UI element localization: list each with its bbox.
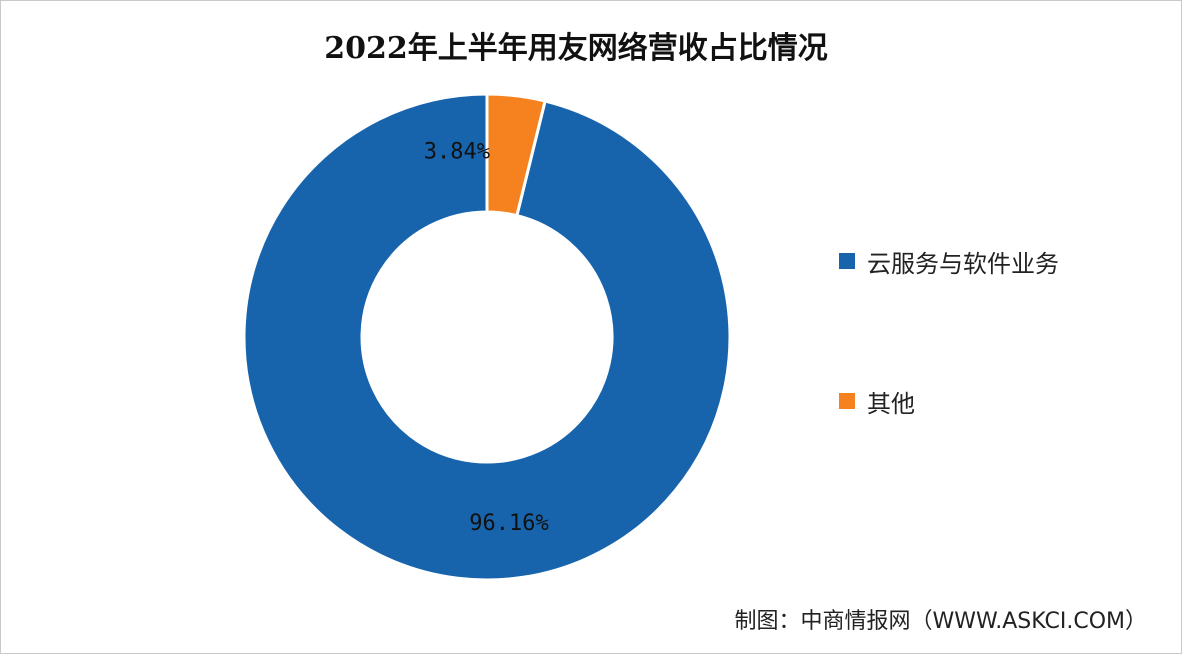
- legend-item-cloud: 云服务与软件业务: [839, 241, 1059, 281]
- slice-other: [485, 92, 547, 218]
- legend-item-other: 其他: [839, 381, 1059, 421]
- legend: 云服务与软件业务 其他: [839, 241, 1059, 421]
- legend-label-other: 其他: [867, 389, 915, 418]
- data-label-cloud: 96.16%: [469, 511, 548, 536]
- legend-label-cloud: 云服务与软件业务: [867, 249, 1059, 278]
- data-label-other: 3.84%: [424, 139, 490, 164]
- slice-cloud: [242, 92, 732, 582]
- legend-swatch-cloud: [839, 253, 855, 269]
- chart-title: 2022年上半年用友网络营收占比情况: [324, 31, 828, 66]
- legend-swatch-other: [839, 393, 855, 409]
- source-note: 制图：中商情报网（WWW.ASKCI.COM）: [734, 609, 1147, 634]
